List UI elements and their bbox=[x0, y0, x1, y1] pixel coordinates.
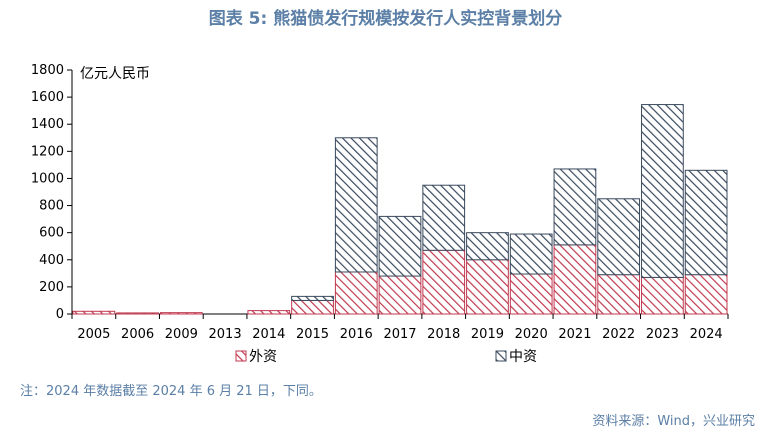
bar-foreign bbox=[553, 244, 597, 315]
bar-domestic bbox=[553, 168, 597, 246]
y-tick-label: 0 bbox=[56, 307, 64, 322]
bar-foreign bbox=[378, 275, 422, 315]
bar-foreign bbox=[159, 312, 203, 315]
y-axis: 0 200 400 600 800 1000 1200 1400 1600 1800 bbox=[31, 63, 73, 322]
bar-domestic bbox=[291, 295, 334, 301]
y-tick-label: 1600 bbox=[31, 90, 64, 105]
x-tick-label: 2019 bbox=[471, 327, 504, 342]
bar-domestic bbox=[509, 233, 553, 275]
y-tick-label: 600 bbox=[39, 226, 64, 241]
bars bbox=[72, 104, 728, 315]
x-tick-label: 2006 bbox=[121, 327, 154, 342]
bar-foreign bbox=[291, 299, 334, 315]
y-tick-label: 400 bbox=[39, 253, 64, 268]
y-tick-label: 1800 bbox=[31, 63, 64, 78]
bar-domestic bbox=[334, 137, 378, 273]
bar-domestic bbox=[641, 104, 684, 278]
y-tick-label: 800 bbox=[39, 199, 64, 214]
y-tick-label: 200 bbox=[39, 280, 64, 295]
x-axis: 2005 2006 2009 2013 2014 2015 2016 2017 2018 2019… bbox=[71, 313, 729, 342]
bar-foreign bbox=[641, 276, 684, 315]
legend-swatch-domestic bbox=[495, 350, 507, 362]
bar-foreign bbox=[597, 274, 641, 315]
x-tick-label: 2023 bbox=[646, 327, 679, 342]
x-tick-label: 2009 bbox=[165, 327, 198, 342]
x-tick-label: 2014 bbox=[252, 327, 285, 342]
bar-foreign bbox=[247, 310, 291, 315]
legend-label-domestic: 中资 bbox=[509, 349, 537, 365]
footnote: 注：2024 年数据截至 2024 年 6 月 21 日，下同。 bbox=[20, 384, 322, 399]
bar-domestic bbox=[378, 215, 422, 277]
x-tick-label: 2024 bbox=[690, 327, 723, 342]
bar-domestic bbox=[466, 232, 509, 261]
x-tick-label: 2021 bbox=[558, 327, 591, 342]
bar-foreign bbox=[684, 274, 728, 315]
y-tick-label: 1200 bbox=[31, 144, 64, 159]
source-note: 资料来源：Wind，兴业研究 bbox=[592, 414, 755, 429]
legend-swatch-foreign bbox=[235, 350, 247, 362]
x-tick-label: 2022 bbox=[602, 327, 635, 342]
x-tick-label: 2005 bbox=[77, 327, 110, 342]
x-tick-label: 2016 bbox=[340, 327, 373, 342]
x-tick-label: 2017 bbox=[383, 327, 416, 342]
unit-label: 亿元人民币 bbox=[80, 66, 150, 82]
y-tick-label: 1000 bbox=[31, 171, 64, 186]
y-tick-label: 1400 bbox=[31, 117, 64, 132]
x-tick-label: 2015 bbox=[296, 327, 329, 342]
legend: 外资 中资 bbox=[235, 349, 537, 365]
x-tick-label: 2018 bbox=[427, 327, 460, 342]
bar-foreign bbox=[116, 312, 159, 315]
bar-domestic bbox=[422, 184, 466, 251]
bar-domestic bbox=[597, 198, 641, 276]
bar-foreign bbox=[422, 249, 466, 315]
bar-domestic bbox=[684, 169, 728, 276]
x-tick-label: 2013 bbox=[209, 327, 242, 342]
bar-foreign bbox=[509, 273, 553, 315]
x-tick-label: 2020 bbox=[515, 327, 548, 342]
bar-foreign bbox=[466, 259, 509, 315]
bar-foreign bbox=[72, 310, 116, 315]
bar-foreign bbox=[334, 271, 378, 315]
legend-label-foreign: 外资 bbox=[249, 349, 277, 365]
chart-title: 图表 5: 熊猫债发行规模按发行人实控背景划分 bbox=[208, 9, 563, 29]
